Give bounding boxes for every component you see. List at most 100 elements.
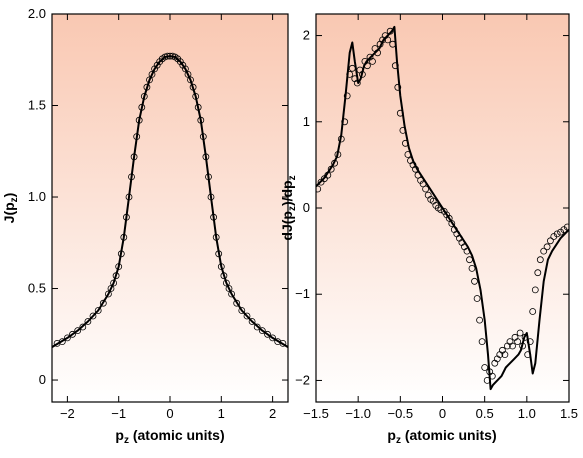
right-data-point	[327, 165, 335, 173]
left-data-point	[107, 285, 115, 292]
left-data-point	[79, 323, 87, 331]
right-y-tick-label: −2	[295, 372, 310, 387]
right-data-point	[363, 62, 371, 70]
left-data-point	[181, 65, 189, 73]
right-data-point	[337, 135, 345, 143]
left-x-ticks: −2 −1 0 1 2	[60, 14, 276, 421]
left-data-point	[125, 193, 133, 201]
right-data-point	[509, 342, 516, 350]
left-data-point	[163, 52, 171, 60]
left-data-point	[189, 83, 197, 91]
left-data-point	[248, 318, 256, 325]
right-data-point	[488, 372, 496, 380]
right-data-point	[448, 220, 456, 227]
left-data-point	[264, 330, 271, 338]
right-data-point	[536, 256, 544, 264]
right-data-point	[501, 351, 509, 359]
right-data-point	[331, 159, 339, 167]
left-data-point	[233, 299, 241, 307]
left-data-point	[202, 153, 210, 161]
left-x-axis-label: pz (atomic units)	[115, 427, 224, 446]
right-data-point	[412, 165, 419, 173]
right-x-tick-label: 1.0	[518, 406, 536, 421]
right-x-ticks: −1.5 −1.0 −0.5 0 0.5 1.0 1.5	[303, 14, 578, 421]
left-data-point	[74, 327, 82, 335]
left-data-point	[128, 173, 135, 181]
right-x-tick-label: 0	[439, 406, 446, 421]
right-data-point	[519, 342, 526, 350]
right-data-point	[414, 171, 422, 179]
right-y-ticks: −2 −1 0 1 2	[295, 28, 569, 387]
left-data-point	[225, 285, 233, 292]
left-data-point	[69, 330, 76, 338]
right-chart-panel: −1.5 −1.0 −0.5 0 0.5 1.0 1.5 −2 −1 0 1 2 pz (atomi…	[279, 13, 578, 446]
right-y-tick-label: 0	[303, 200, 310, 215]
left-data-point	[192, 93, 200, 100]
left-data-point	[64, 334, 71, 342]
right-data-point	[468, 264, 476, 272]
left-y-tick-label: 0	[39, 372, 46, 387]
right-x-axis-label: pz (atomic units)	[387, 427, 496, 446]
left-data-point	[117, 250, 125, 258]
right-data-point	[358, 71, 366, 78]
right-data-point	[316, 185, 322, 193]
right-y-axis-label: dJ(pz)/dpz	[279, 175, 298, 240]
left-data-point	[279, 339, 287, 347]
left-x-tick-label: −2	[60, 406, 75, 421]
left-data-point	[140, 93, 148, 100]
right-data-point	[384, 36, 392, 44]
right-data-point	[540, 247, 548, 255]
right-data-point	[534, 269, 542, 277]
left-data-point	[146, 76, 153, 84]
right-data-point	[399, 126, 407, 134]
left-data-point	[269, 334, 277, 342]
right-data-point	[401, 139, 409, 147]
left-data-point	[197, 116, 205, 124]
left-data-point	[184, 71, 192, 78]
right-data-point	[524, 351, 532, 359]
right-data-point	[531, 286, 539, 294]
right-data-point	[471, 277, 478, 285]
right-data-point	[514, 338, 521, 346]
left-data-point	[215, 250, 223, 258]
left-data-point	[220, 272, 228, 280]
left-data-point	[199, 133, 207, 141]
left-data-point	[217, 263, 225, 271]
left-data-point	[228, 290, 236, 298]
right-x-tick-label: 1.5	[560, 406, 578, 421]
left-data-point	[120, 233, 128, 241]
right-data-point	[445, 214, 453, 222]
left-data-point	[115, 263, 123, 271]
right-data-point	[476, 316, 484, 324]
left-data-point	[130, 153, 138, 161]
left-data-point	[148, 71, 156, 78]
left-data-point	[166, 52, 174, 60]
right-x-tick-label: −0.5	[387, 406, 413, 421]
right-data-point	[553, 230, 561, 238]
left-x-tick-label: 2	[269, 406, 276, 421]
right-data-point	[526, 338, 534, 346]
right-y-tick-label: −1	[295, 286, 310, 301]
right-data-point	[404, 151, 412, 158]
left-data-point	[112, 272, 120, 280]
right-data-point	[396, 109, 404, 117]
left-x-tick-label: −1	[111, 406, 126, 421]
right-data-point	[374, 49, 382, 57]
left-y-tick-label: 2.0	[28, 6, 46, 21]
right-data-point	[473, 295, 481, 302]
right-data-point	[346, 71, 354, 78]
left-data-point	[243, 312, 251, 320]
left-data-point	[153, 61, 161, 69]
left-data-point	[207, 193, 215, 201]
left-data-point	[58, 338, 66, 346]
left-data-point	[123, 213, 130, 221]
left-y-tick-label: 1.5	[28, 98, 46, 113]
left-data-point	[105, 290, 112, 298]
right-data-point	[483, 376, 491, 384]
right-y-tick-label: 2	[303, 28, 310, 43]
left-data-point	[143, 83, 151, 91]
left-data-point	[205, 173, 212, 181]
left-data-point	[89, 312, 97, 320]
right-data-point	[386, 27, 394, 35]
